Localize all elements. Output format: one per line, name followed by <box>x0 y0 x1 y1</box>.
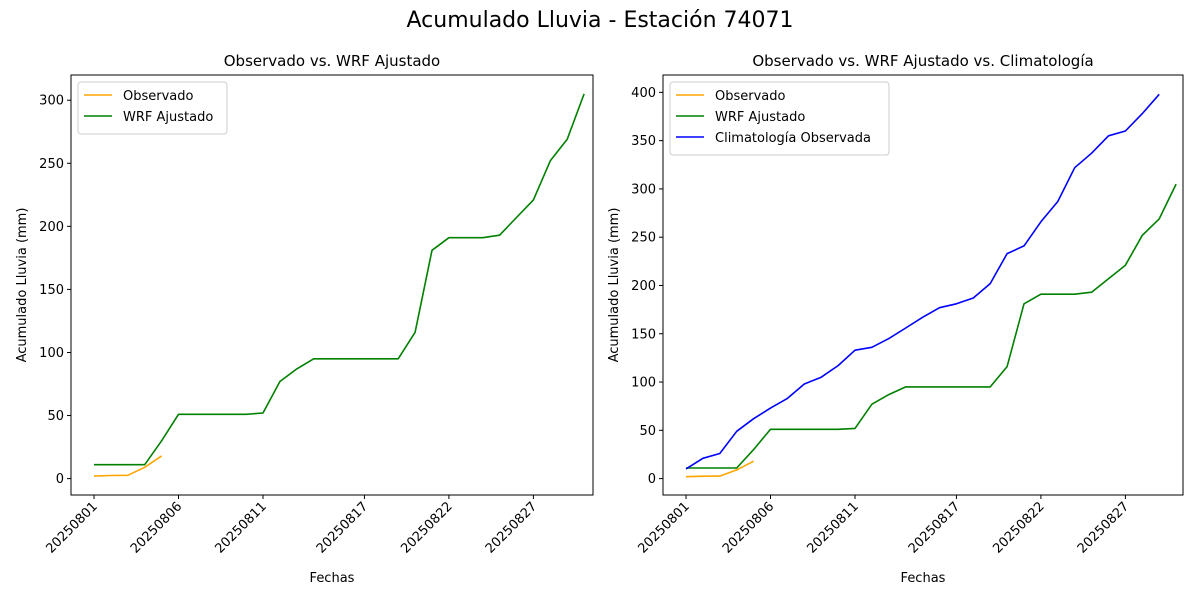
y-tick-label: 250 <box>631 231 656 246</box>
x-tick-label: 20250801 <box>43 499 100 556</box>
legend-box <box>77 81 228 135</box>
x-tick-label: 20250811 <box>212 499 269 556</box>
chart-title: Observado vs. WRF Ajustado <box>224 52 440 70</box>
x-tick-label: 20250817 <box>906 499 963 556</box>
legend-label: Observado <box>715 89 786 104</box>
legend-box <box>669 81 890 156</box>
x-tick-label: 20250801 <box>635 499 692 556</box>
x-tick-label: 20250822 <box>398 499 455 556</box>
chart-left: Observado vs. WRF Ajustado 0 50 100 150 200 25… <box>15 52 594 586</box>
legend-label: Observado <box>123 89 194 104</box>
x-axis-label: Fechas <box>901 571 946 586</box>
series-line-climatología-observada <box>685 93 1160 470</box>
y-tick-label: 250 <box>39 157 64 172</box>
x-tick-label: 20250806 <box>128 499 185 556</box>
x-axis-label: Fechas <box>310 571 355 586</box>
y-tick-label: 300 <box>631 182 656 197</box>
x-tick-label: 20250811 <box>804 499 861 556</box>
x-tick-label: 20250822 <box>990 499 1047 556</box>
plot-frame <box>70 74 594 496</box>
x-tick-label: 20250827 <box>1075 499 1132 556</box>
chart-title: Observado vs. WRF Ajustado vs. Climatolo… <box>752 52 1093 70</box>
figure-title: Acumulado Lluvia - Estación 74071 <box>406 8 794 33</box>
y-tick-label: 50 <box>47 409 64 424</box>
legend-label: WRF Ajustado <box>715 110 805 125</box>
y-axis-label: Acumulado Lluvia (mm) <box>15 208 30 363</box>
series-line-wrf-ajustado <box>94 93 585 466</box>
y-tick-label: 100 <box>39 346 64 361</box>
y-tick-label: 350 <box>631 134 656 149</box>
y-tick-label: 0 <box>56 472 64 487</box>
series-line-wrf-ajustado <box>686 183 1177 469</box>
y-axis-label: Acumulado Lluvia (mm) <box>607 208 622 363</box>
y-tick-label: 0 <box>648 472 656 487</box>
series-line-observado <box>93 455 163 477</box>
y-tick-label: 200 <box>39 220 64 235</box>
y-tick-label: 300 <box>39 94 64 109</box>
x-tick-label: 20250827 <box>483 499 540 556</box>
legend-label: Climatología Observada <box>715 131 871 146</box>
y-tick-label: 100 <box>631 376 656 391</box>
y-tick-label: 400 <box>631 86 656 101</box>
y-tick-label: 150 <box>39 283 64 298</box>
y-tick-label: 150 <box>631 327 656 342</box>
legend-label: WRF Ajustado <box>123 110 213 125</box>
series-line-observado <box>685 460 754 478</box>
y-tick-label: 50 <box>639 424 656 439</box>
x-tick-label: 20250806 <box>720 499 777 556</box>
y-tick-label: 200 <box>631 279 656 294</box>
chart-right: Observado vs. WRF Ajustado vs. Climatolo… <box>607 52 1184 586</box>
x-tick-label: 20250817 <box>314 499 371 556</box>
